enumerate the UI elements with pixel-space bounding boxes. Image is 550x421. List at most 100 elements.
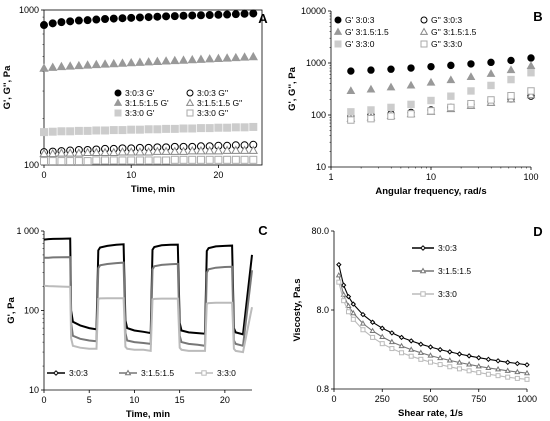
x-tick-label: 1 <box>328 172 333 182</box>
legend-item: 3:3:0 <box>412 289 457 299</box>
x-tick-label: 10 <box>426 172 436 182</box>
y-tick-label: 1000 <box>19 5 39 15</box>
data-point <box>379 325 385 331</box>
series-line <box>338 264 528 366</box>
y-tick-label: 8.0 <box>316 305 329 315</box>
data-point <box>82 147 93 157</box>
data-point <box>118 126 127 135</box>
data-point <box>205 124 214 133</box>
data-point <box>407 100 415 109</box>
y-tick-label: 1000 <box>306 58 326 68</box>
series-g-3-3-0 <box>347 69 535 116</box>
data-point <box>466 353 472 359</box>
data-point <box>239 52 250 61</box>
data-point <box>340 282 347 288</box>
data-point <box>135 13 144 22</box>
data-point <box>367 106 375 114</box>
data-point <box>367 66 375 74</box>
data-point <box>74 148 84 157</box>
data-point <box>249 9 258 18</box>
y-tick-label: 10000 <box>301 6 326 16</box>
legend-marker <box>53 370 59 376</box>
legend-label: G' 3:3:0 <box>345 39 375 49</box>
data-point <box>196 124 205 133</box>
data-point <box>447 103 455 112</box>
data-point <box>83 157 92 166</box>
legend-marker <box>420 291 426 297</box>
series-line <box>43 237 253 336</box>
y-axis-label: G', G'', Pa <box>287 66 298 110</box>
data-point <box>447 349 453 355</box>
data-point <box>504 359 511 366</box>
series-g-3-3-0 <box>347 87 535 124</box>
x-tick-label: 0 <box>41 395 46 405</box>
legend-marker <box>420 16 428 24</box>
data-point <box>117 58 128 67</box>
data-point <box>379 333 386 340</box>
data-point <box>417 349 424 355</box>
data-point <box>100 59 110 68</box>
data-point <box>527 54 535 62</box>
legend-label: G'' 3:0:3 <box>431 15 462 25</box>
series-3-0-3 <box>43 237 253 336</box>
data-point <box>447 92 455 100</box>
series-3-1-5-1-5-g <box>39 145 258 158</box>
data-point <box>360 311 366 318</box>
data-point <box>66 157 75 166</box>
data-point <box>467 99 475 108</box>
data-point <box>447 364 453 370</box>
data-point <box>370 334 376 340</box>
legend-marker <box>185 98 195 106</box>
data-point <box>57 157 66 166</box>
legend-marker <box>420 245 426 251</box>
x-tick-label: 5 <box>87 395 92 405</box>
data-point <box>213 146 224 155</box>
data-point <box>162 124 171 133</box>
data-point <box>109 126 118 135</box>
data-point <box>214 155 223 164</box>
data-point <box>359 320 367 326</box>
data-point <box>486 69 496 77</box>
data-point <box>427 344 434 350</box>
data-point <box>135 156 144 165</box>
data-point <box>487 96 495 104</box>
data-point <box>40 157 48 166</box>
data-point <box>153 156 162 165</box>
data-point <box>408 338 414 344</box>
data-point <box>335 271 342 278</box>
data-point <box>369 327 376 334</box>
data-point <box>406 80 416 89</box>
legend-label: 3:1.5:1.5 G' <box>125 98 169 108</box>
data-point <box>507 92 515 100</box>
data-point <box>91 59 102 69</box>
data-point <box>407 110 415 118</box>
data-point <box>56 61 67 71</box>
panel-c: 10 100 1 000 0 5 10 15 20 Time, min G', Pa C 3:0:3 3… <box>6 223 268 420</box>
series-g-3-1-5-1-5 <box>346 61 536 95</box>
legend-item: 3:1.5:1.5 <box>119 368 174 378</box>
data-point <box>135 57 145 66</box>
series-3-3-0 <box>336 279 530 382</box>
data-point <box>487 81 495 90</box>
data-point <box>249 122 258 131</box>
data-point <box>127 125 136 134</box>
data-point <box>223 123 232 132</box>
series-g-3-1-5-1-5 <box>346 90 536 122</box>
data-point <box>505 374 511 380</box>
data-point <box>437 346 443 353</box>
data-point <box>350 316 356 322</box>
x-tick-label: 20 <box>220 395 230 405</box>
legend-marker <box>114 89 122 97</box>
data-point <box>40 21 48 30</box>
y-tick-label: 10 <box>316 162 326 172</box>
data-point <box>74 60 84 70</box>
data-point <box>135 125 144 134</box>
data-point <box>456 351 463 357</box>
data-point <box>83 126 92 135</box>
data-point <box>179 11 188 20</box>
data-point <box>57 127 66 136</box>
legend-item: 3:0:3 <box>47 368 88 378</box>
legend-label: G' 3:0:3 <box>345 15 375 25</box>
data-point <box>475 362 482 369</box>
data-point <box>350 309 357 316</box>
